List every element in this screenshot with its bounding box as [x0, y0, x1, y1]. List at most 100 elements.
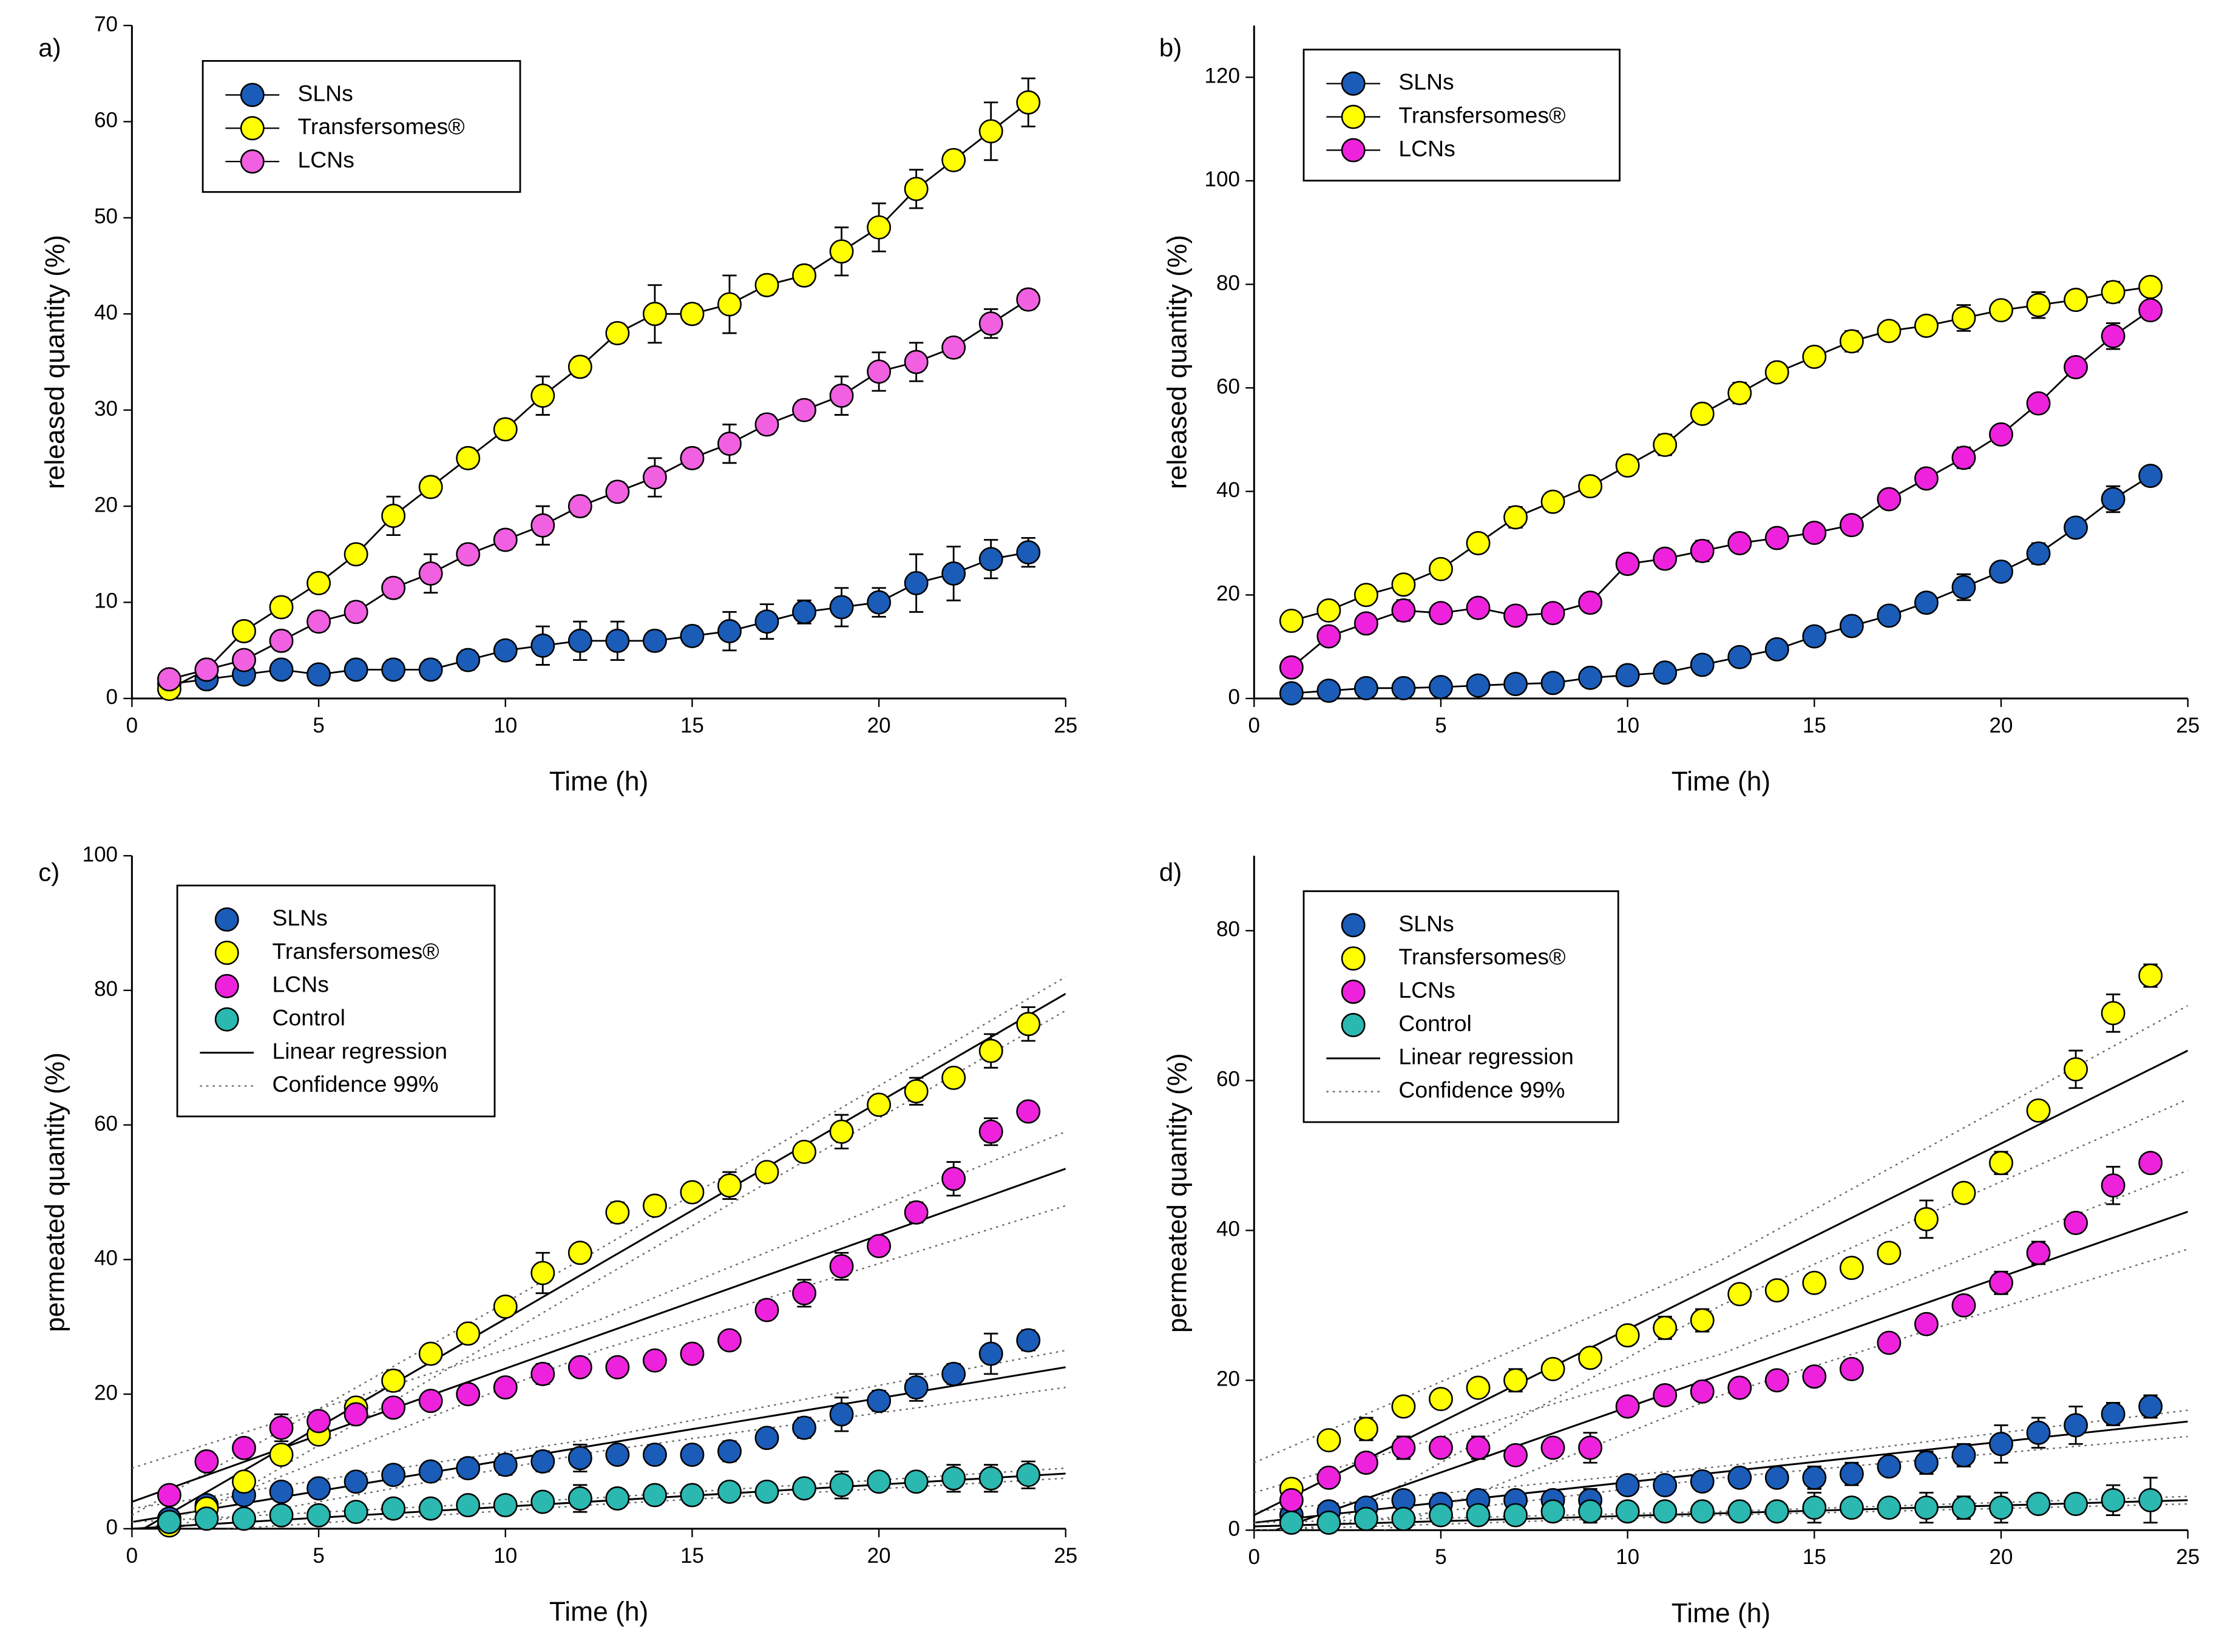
marker	[2138, 1151, 2163, 1176]
marker	[1914, 1207, 1939, 1231]
confidence-upper	[132, 1131, 1066, 1469]
x-tick-label: 20	[1990, 1545, 2013, 1569]
marker	[418, 1496, 443, 1521]
x-tick-label: 15	[1803, 714, 1826, 737]
marker	[1016, 90, 1041, 115]
panel: a) 0 10 20 30 40 50 60 70 0 5 10 15 20 25 Time (h) relea…	[38, 12, 1077, 796]
marker	[829, 1254, 854, 1279]
marker	[530, 633, 555, 658]
marker	[904, 1079, 929, 1104]
marker	[1503, 603, 1528, 628]
marker	[1540, 1499, 1565, 1524]
marker	[1989, 1432, 2013, 1457]
legend-marker	[1341, 1013, 1366, 1037]
marker	[1503, 672, 1528, 696]
marker	[1877, 487, 1902, 512]
marker	[2101, 280, 2125, 305]
y-tick-label: 40	[94, 301, 118, 325]
marker	[1764, 360, 1789, 385]
marker	[1353, 583, 1378, 608]
marker	[867, 1092, 892, 1117]
marker	[1951, 305, 1976, 330]
marker	[232, 648, 256, 672]
marker	[1839, 1356, 1864, 1381]
legend-label: SLNs	[272, 905, 327, 930]
marker	[1466, 531, 1491, 555]
marker	[1316, 624, 1341, 649]
legend-label: LCNs	[1398, 135, 1455, 161]
marker	[1615, 552, 1640, 577]
marker	[344, 1469, 368, 1494]
marker	[1802, 624, 1827, 649]
marker	[1279, 655, 1304, 680]
marker	[2101, 1173, 2125, 1198]
marker	[157, 667, 181, 692]
marker	[1914, 1451, 1939, 1475]
marker	[1429, 557, 1453, 581]
x-axis-title: Time (h)	[549, 1597, 648, 1627]
marker	[605, 1200, 630, 1225]
marker	[754, 273, 779, 297]
marker	[1802, 1465, 1827, 1490]
marker	[232, 1506, 256, 1531]
marker	[493, 1452, 518, 1477]
marker	[1839, 614, 1864, 638]
marker	[456, 1493, 481, 1518]
marker	[717, 292, 742, 317]
marker	[1391, 598, 1416, 623]
legend-label: Transfersomes®	[272, 938, 439, 964]
marker	[978, 547, 1003, 572]
marker	[1764, 1465, 1789, 1490]
marker	[381, 1368, 406, 1393]
y-tick-label: 30	[94, 397, 118, 421]
marker	[1951, 1495, 1976, 1520]
marker	[642, 465, 667, 490]
marker	[381, 1496, 406, 1521]
marker	[493, 527, 518, 552]
marker	[1540, 601, 1565, 626]
legend-marker	[214, 1007, 239, 1032]
marker	[754, 1160, 779, 1185]
marker	[2138, 464, 2163, 489]
legend-label: SLNs	[1398, 69, 1454, 95]
marker	[493, 1493, 518, 1518]
marker	[1690, 1499, 1715, 1524]
marker	[1578, 1435, 1603, 1460]
marker	[269, 1479, 294, 1504]
marker	[381, 1395, 406, 1420]
confidence-lower	[176, 1010, 1066, 1529]
marker	[1316, 679, 1341, 703]
panel: c) 0 20 40 60 80 100 0 5 10 15 20 25 Time (h) permeate…	[38, 842, 1077, 1627]
marker	[2064, 1413, 2088, 1438]
marker	[867, 1389, 892, 1413]
marker	[1391, 1394, 1416, 1419]
legend-marker	[1341, 71, 1366, 96]
marker	[2064, 1211, 2088, 1235]
marker	[194, 657, 219, 682]
marker	[307, 662, 331, 687]
legend-label: Confidence 99%	[1398, 1077, 1565, 1103]
marker	[1016, 1463, 1041, 1488]
marker	[269, 628, 294, 653]
marker	[530, 1489, 555, 1514]
marker	[1839, 513, 1864, 538]
legend-label: Control	[272, 1005, 345, 1031]
x-axis-title: Time (h)	[549, 767, 648, 797]
marker	[680, 445, 705, 470]
marker	[680, 1442, 705, 1467]
legend-marker	[1341, 980, 1366, 1004]
marker	[1727, 1282, 1752, 1307]
marker	[232, 619, 256, 643]
y-tick-label: 20	[1216, 582, 1240, 606]
series-line	[1290, 310, 2151, 668]
marker	[1279, 1510, 1304, 1535]
legend-marker	[214, 907, 239, 932]
marker	[1653, 660, 1678, 685]
marker	[157, 1483, 181, 1508]
marker	[2026, 541, 2051, 566]
marker	[456, 542, 481, 567]
marker	[1279, 681, 1304, 706]
marker	[867, 215, 892, 240]
marker	[1540, 1356, 1565, 1381]
marker	[2026, 1098, 2051, 1123]
